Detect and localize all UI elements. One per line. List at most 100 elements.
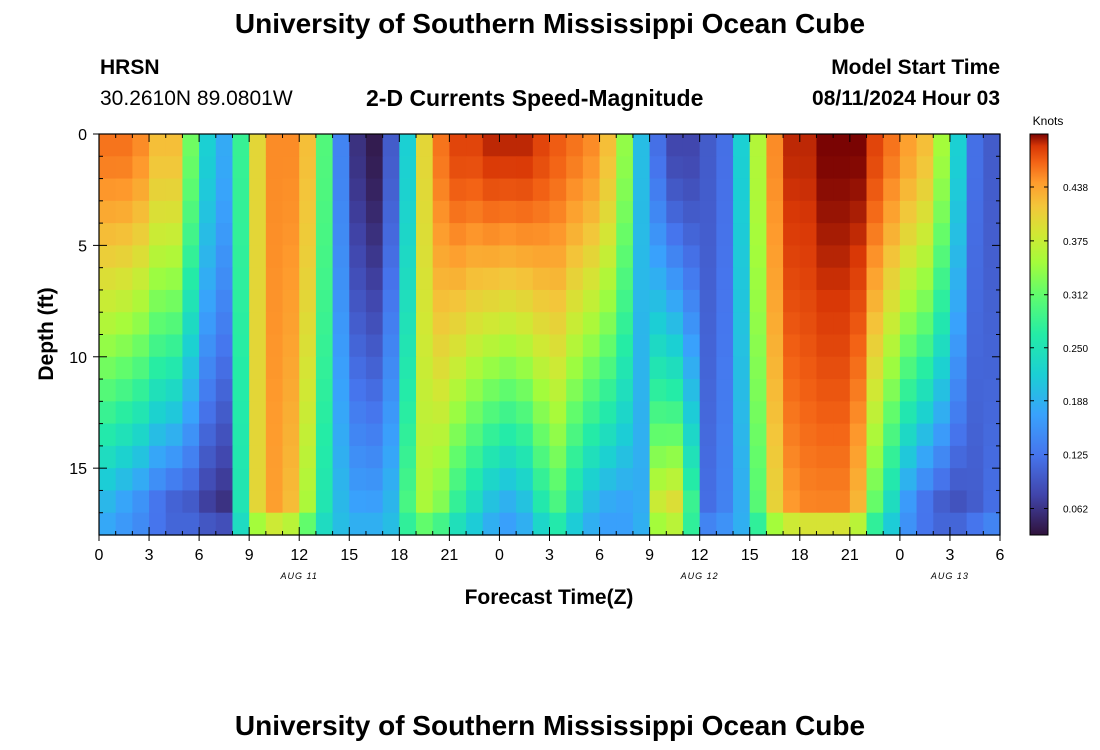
heatmap-cell (249, 468, 267, 492)
heatmap-cell (499, 445, 517, 469)
x-tick-label: 12 (290, 547, 308, 564)
heatmap-cell (616, 401, 634, 425)
heatmap-cell (883, 512, 901, 536)
heatmap-cell (599, 512, 617, 536)
heatmap-cell (983, 156, 1001, 180)
heatmap-cell (849, 312, 868, 336)
heatmap-cell (866, 156, 884, 180)
heatmap-cell (499, 401, 517, 425)
heatmap-cell (749, 312, 768, 336)
heatmap-cell (399, 156, 417, 180)
heatmap-cell (466, 312, 484, 336)
heatmap-cell (466, 223, 484, 246)
heatmap-cell (432, 289, 450, 313)
heatmap-cell (299, 289, 317, 313)
heatmap-cell (833, 490, 851, 514)
heatmap-cell (449, 512, 467, 536)
heatmap-cell (632, 490, 651, 514)
heatmap-cell (833, 178, 851, 202)
heatmap-cell (349, 445, 367, 469)
heatmap-cell (566, 401, 584, 425)
heatmap-cell (432, 356, 450, 380)
heatmap-cell (365, 223, 384, 246)
heatmap-chart: 0 3 6 9 12 15 18 21 0 3 6 9 12 15 18 21 0 3 6 0 5 10 15 AUG 1… (35, 114, 1088, 609)
heatmap-cell (382, 312, 400, 336)
x-axis-label: Forecast Time(Z) (465, 586, 634, 609)
heatmap-cell (783, 156, 801, 180)
colorbar-unit-label: Knots (1033, 114, 1064, 128)
heatmap-cell (833, 245, 851, 269)
heatmap-cell (949, 379, 968, 402)
heatmap-cell (766, 134, 784, 157)
heatmap-cell (499, 356, 517, 380)
heatmap-cell (682, 512, 701, 536)
heatmap-cell (616, 334, 634, 358)
heatmap-cell (899, 356, 918, 380)
heatmap-cell (416, 134, 434, 157)
heatmap-cell (165, 200, 184, 224)
heatmap-cell (149, 312, 167, 336)
heatmap-cell (215, 156, 234, 180)
heatmap-cell (749, 156, 768, 180)
heatmap-cell (582, 423, 601, 447)
heatmap-cell (749, 379, 768, 402)
heatmap-cell (816, 379, 834, 402)
heatmap-cell (733, 156, 751, 180)
heatmap-cell (99, 178, 117, 202)
heatmap-cell (482, 401, 501, 425)
heatmap-cell (332, 423, 350, 447)
heatmap-cell (682, 312, 701, 336)
heatmap-cell (132, 289, 150, 313)
heatmap-cell (716, 334, 734, 358)
heatmap-cell (499, 200, 517, 224)
heatmap-cell (899, 312, 918, 336)
heatmap-cell (449, 423, 467, 447)
heatmap-cell (899, 223, 918, 246)
heatmap-cell (733, 223, 751, 246)
heatmap-cell (849, 134, 868, 157)
heatmap-cell (632, 445, 651, 469)
y-tick-label: 15 (69, 461, 87, 478)
heatmap-cell (766, 223, 784, 246)
heatmap-cell (149, 223, 167, 246)
heatmap-cell (149, 512, 167, 536)
heatmap-cell (599, 490, 617, 514)
heatmap-cell (816, 200, 834, 224)
heatmap-cell (182, 334, 200, 358)
heatmap-cell (265, 200, 284, 224)
heatmap-cell (916, 245, 934, 269)
heatmap-cell (566, 379, 584, 402)
heatmap-cell (866, 289, 884, 313)
heatmap-cell (883, 334, 901, 358)
heatmap-cell (265, 423, 284, 447)
date-label: AUG 12 (680, 571, 719, 581)
heatmap-cell (282, 267, 300, 291)
heatmap-cell (733, 423, 751, 447)
heatmap-cell (666, 401, 684, 425)
heatmap-cell (249, 178, 267, 202)
heatmap-cell (332, 312, 350, 336)
heatmap-cell (866, 445, 884, 469)
heatmap-cell (416, 445, 434, 469)
x-tick-label: 12 (691, 547, 709, 564)
heatmap-cell (766, 356, 784, 380)
heatmap-cell (199, 379, 217, 402)
heatmap-cell (566, 134, 584, 157)
heatmap-cell (332, 156, 350, 180)
date-label: AUG 13 (930, 571, 969, 581)
heatmap-cell (349, 334, 367, 358)
heatmap-cell (599, 134, 617, 157)
heatmap-cell (382, 445, 400, 469)
heatmap-cell (365, 245, 384, 269)
heatmap-cell (532, 178, 551, 202)
heatmap-cell (749, 223, 768, 246)
heatmap-cell (516, 223, 534, 246)
heatmap-cell (916, 512, 934, 536)
heatmap-cell (783, 401, 801, 425)
heatmap-cell (666, 512, 684, 536)
heatmap-cell (466, 356, 484, 380)
heatmap-cell (132, 245, 150, 269)
heatmap-cell (666, 356, 684, 380)
heatmap-cell (149, 468, 167, 492)
heatmap-cell (916, 223, 934, 246)
